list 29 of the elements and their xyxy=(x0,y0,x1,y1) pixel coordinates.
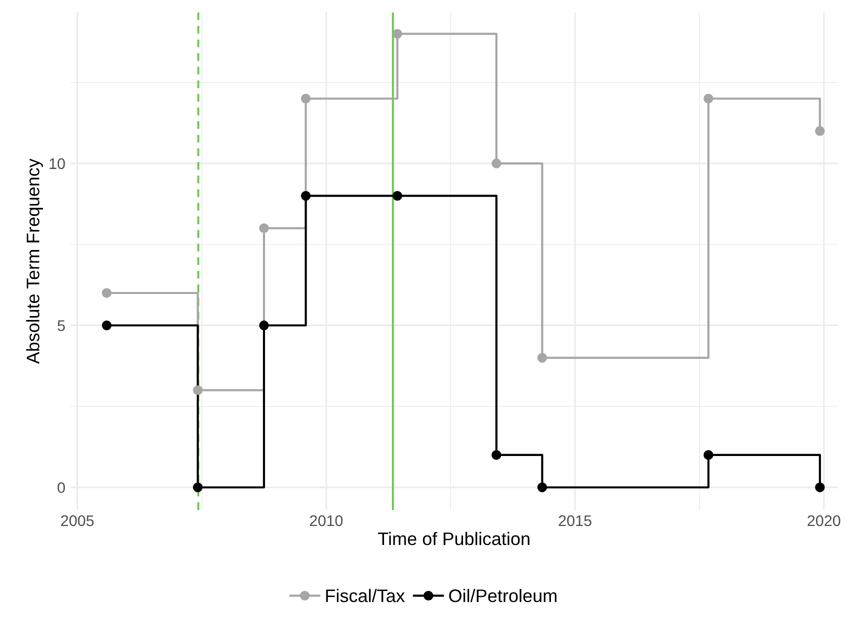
point xyxy=(492,450,502,460)
point xyxy=(492,158,502,168)
y-tick-label: 5 xyxy=(58,320,65,332)
point xyxy=(102,288,112,298)
x-axis-title: Time of Publication xyxy=(378,532,530,546)
y-axis-title: Absolute Term Frequency xyxy=(26,158,43,364)
point xyxy=(300,94,311,104)
point xyxy=(392,28,402,39)
point xyxy=(192,385,203,396)
y-tick-label: 10 xyxy=(50,158,65,170)
x-tick-label: 2015 xyxy=(558,515,592,526)
point xyxy=(102,320,112,330)
point xyxy=(537,482,548,492)
point xyxy=(537,352,548,363)
point xyxy=(704,94,714,104)
point xyxy=(392,190,402,201)
legend-label: Oil/Petroleum xyxy=(449,588,556,602)
y-tick-label: 0 xyxy=(58,482,65,494)
point xyxy=(815,482,825,492)
point xyxy=(704,450,714,460)
point xyxy=(815,126,825,136)
x-tick-label: 2020 xyxy=(808,515,840,526)
point xyxy=(192,482,203,492)
point xyxy=(259,320,269,330)
point xyxy=(300,190,311,201)
x-tick-label: 2005 xyxy=(61,515,94,526)
point xyxy=(259,223,269,234)
x-tick-label: 2010 xyxy=(310,515,343,526)
legend-label: Fiscal/Tax xyxy=(326,588,405,602)
